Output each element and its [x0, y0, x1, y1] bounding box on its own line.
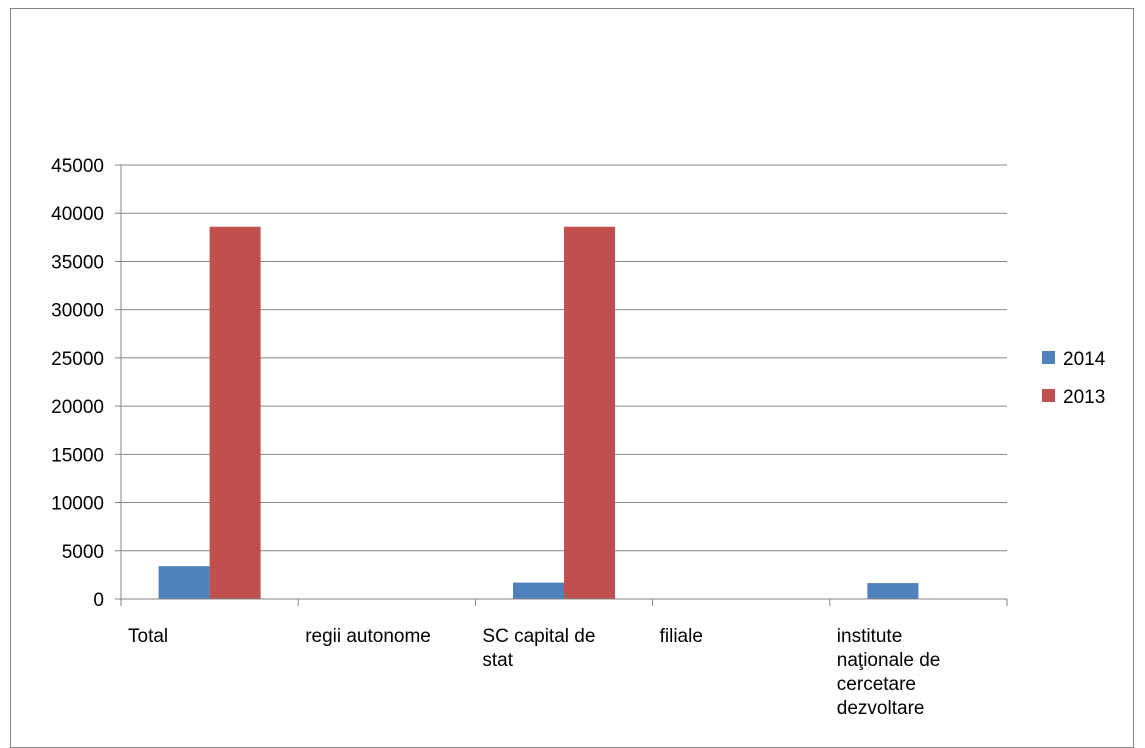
legend: 2014 2013: [1042, 349, 1106, 408]
y-tick-label: 40000: [51, 204, 104, 225]
bar-2014: [158, 566, 210, 599]
x-category-label-line: SC capital de: [482, 626, 595, 647]
bar-2013: [209, 226, 261, 600]
legend-label: 2013: [1063, 387, 1105, 408]
y-tick-label: 35000: [51, 252, 104, 273]
y-tick-label: 30000: [51, 301, 104, 322]
y-tick-label: 5000: [62, 542, 104, 563]
y-tick-label: 20000: [51, 397, 104, 418]
legend-swatch-2014: [1042, 351, 1055, 364]
x-category-label-line: cercetare: [837, 674, 916, 695]
x-category-label-line: institute: [837, 626, 902, 647]
y-tick-label: 25000: [51, 349, 104, 370]
x-category-label-line: filiale: [660, 626, 703, 647]
legend-swatch-2013: [1042, 389, 1055, 402]
x-category-label-line: stat: [482, 650, 513, 671]
legend-label: 2014: [1063, 349, 1106, 370]
y-tick-label: 0: [93, 590, 104, 611]
y-tick-label: 10000: [51, 494, 104, 515]
bar-2013: [564, 226, 615, 600]
axes: [115, 164, 1008, 606]
x-category-label-line: dezvoltare: [837, 698, 925, 719]
x-category-label: SC capital de stat: [482, 626, 595, 671]
x-category-label: filiale: [660, 626, 703, 647]
y-tick-label: 45000: [51, 156, 104, 177]
y-tick-labels: 0 5000 10000 15000 20000 25000 30000 35000 40000…: [51, 156, 104, 611]
x-category-label-line: regii autonome: [305, 626, 431, 647]
bar-2014: [867, 583, 919, 599]
x-category-label-line: naţionale de: [837, 650, 941, 671]
bar-2014: [513, 582, 564, 599]
x-category-labels: Total regii autonome SC capital de stat fili…: [128, 626, 940, 719]
x-category-label: institute naţionale de cercetare dezvoltare: [837, 626, 941, 719]
y-tick-label: 15000: [51, 445, 104, 466]
x-category-label-line: Total: [128, 626, 168, 647]
x-category-label: Total: [128, 626, 168, 647]
bars: [158, 226, 919, 600]
x-category-label: regii autonome: [305, 626, 431, 647]
